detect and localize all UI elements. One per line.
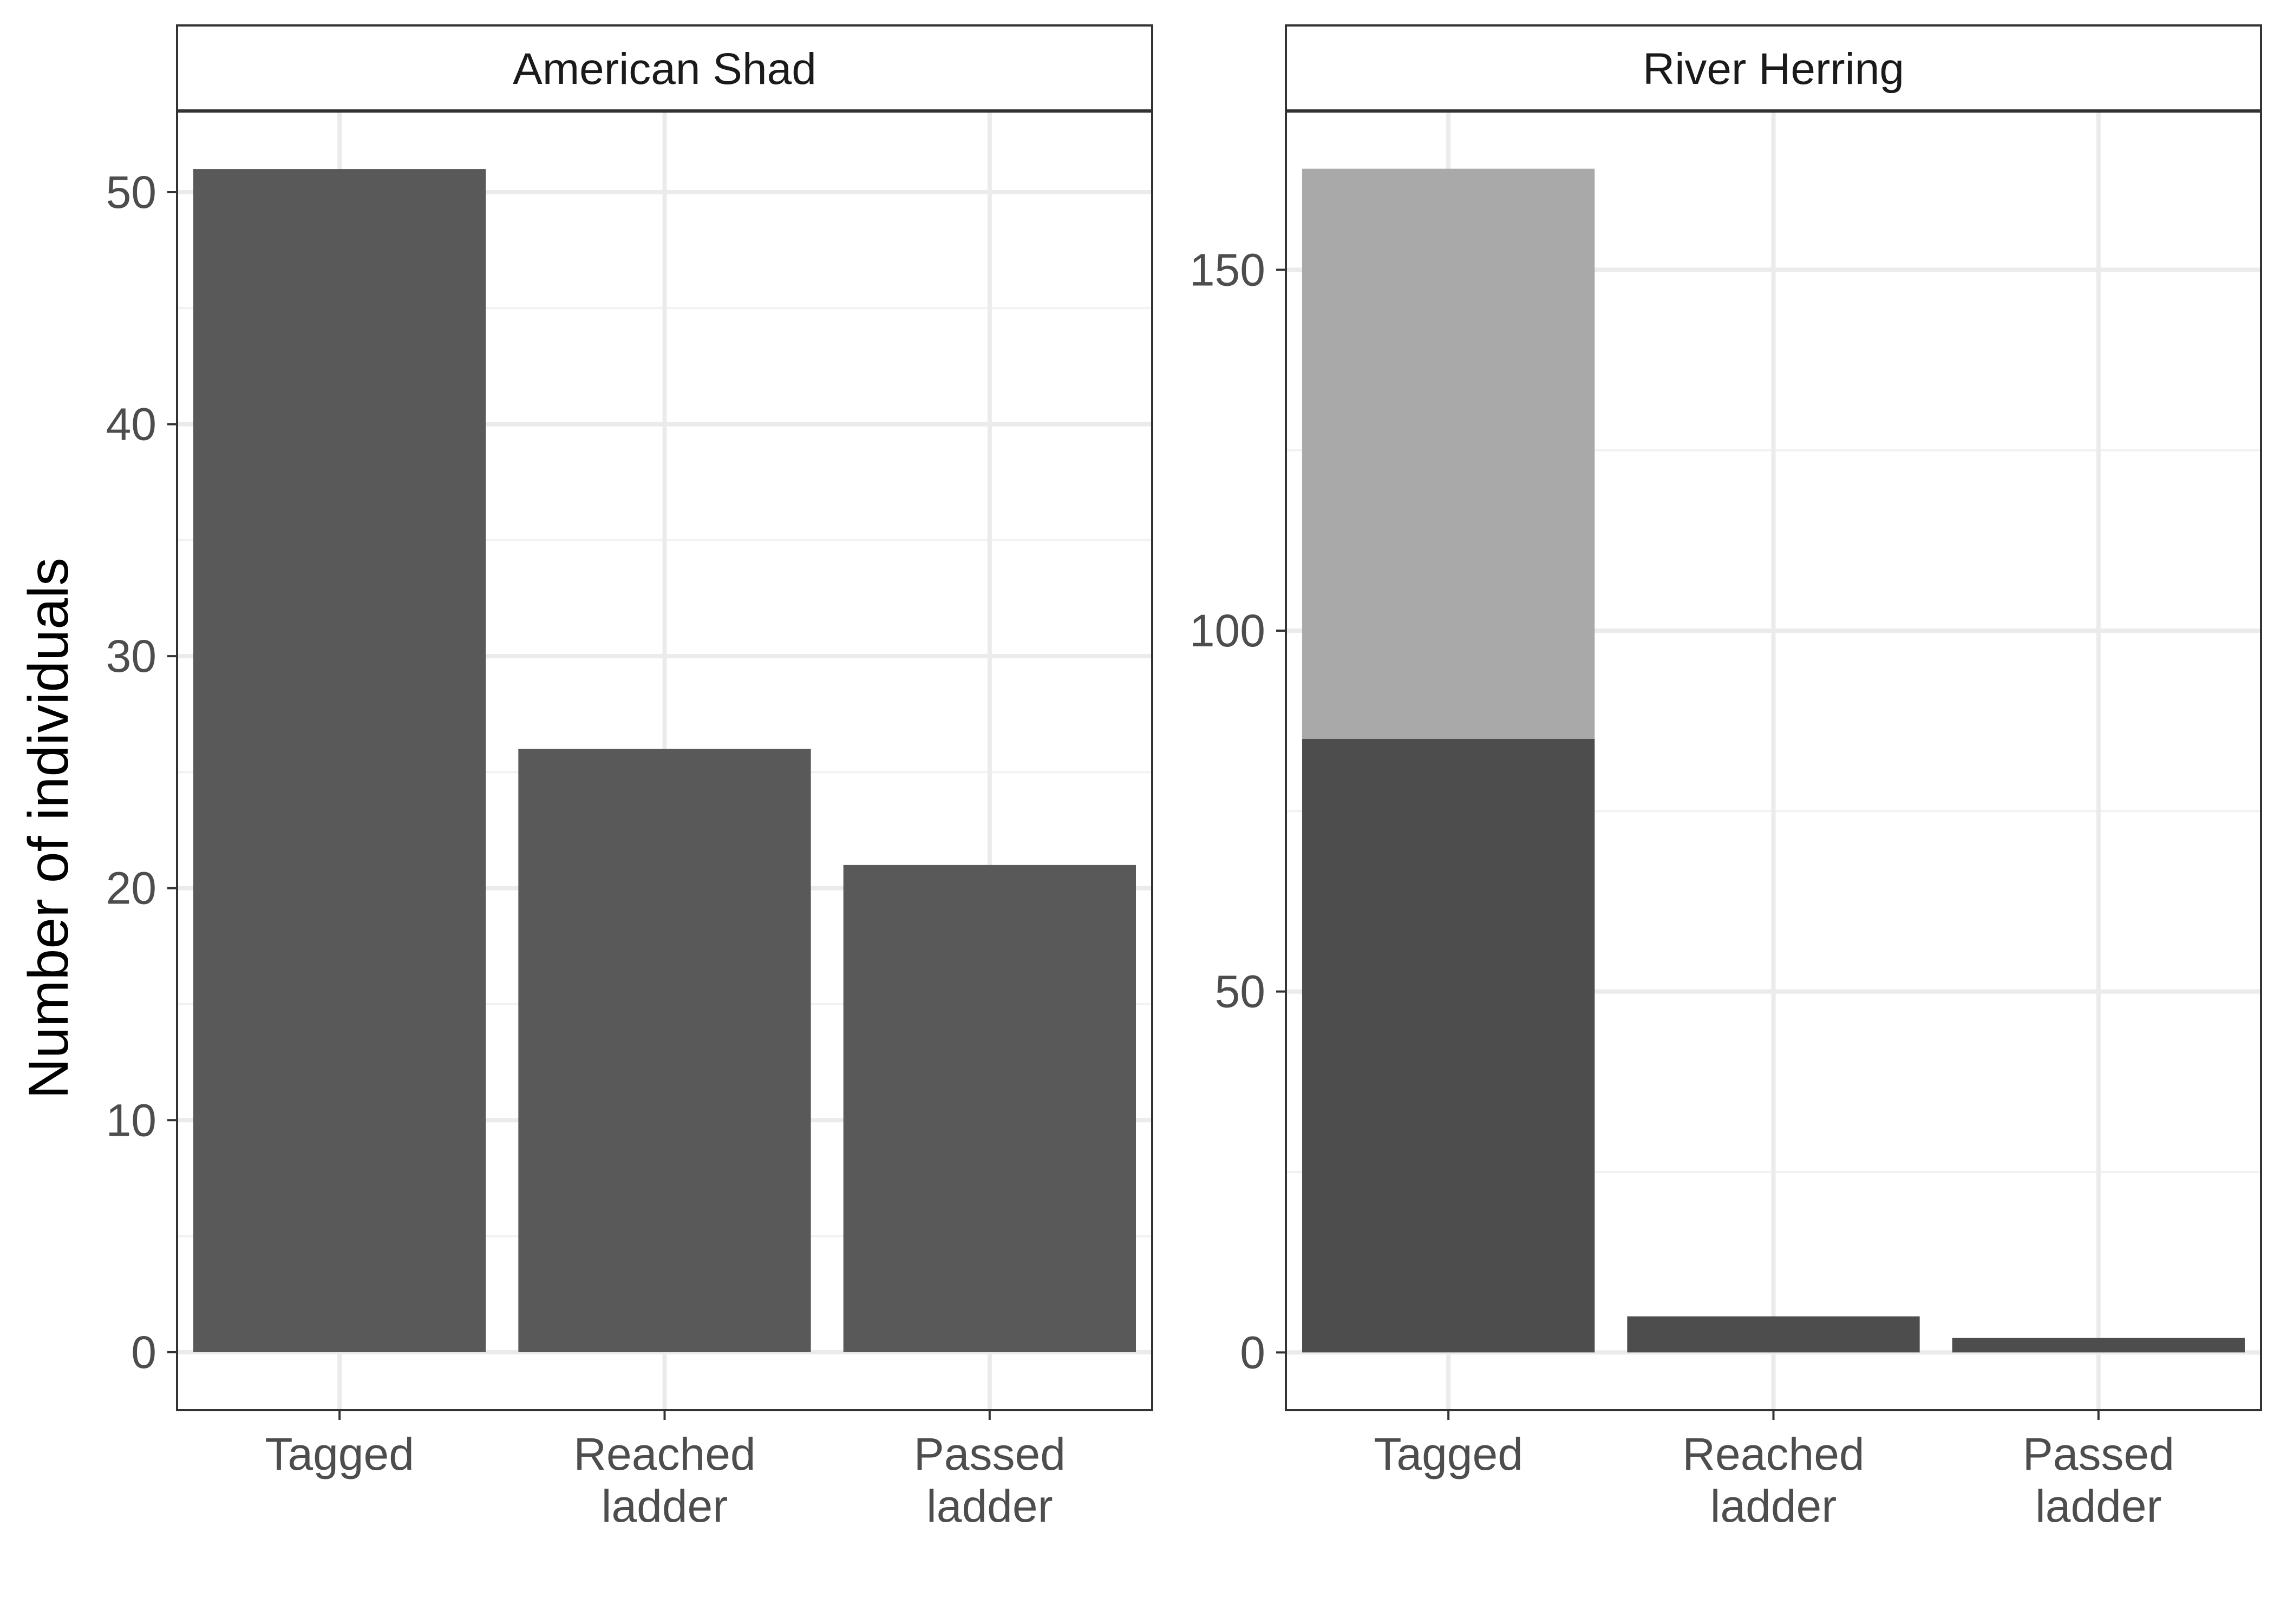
panel-1-y-tick-label-50: 50	[106, 167, 156, 218]
panel-1-x-tick-label-2-line-1: Reached	[573, 1429, 755, 1479]
panel-1-strip	[176, 24, 1153, 112]
panel-2-y-tick-label-0: 0	[1240, 1327, 1265, 1378]
panel-2-x-tick-label-3-line-1: Passed	[2023, 1429, 2174, 1479]
panel-1-strip-title: American Shad	[513, 44, 816, 94]
panel-1-bar-1	[193, 169, 486, 1352]
panel-1-bar-3	[843, 865, 1136, 1352]
panel-1-x-tick-label-3-line-1: Passed	[914, 1429, 1066, 1479]
panel-2-x-tick-label-3: Passed ladder	[2023, 1429, 2174, 1531]
panel-1-x-tick-label-1: Tagged	[265, 1429, 414, 1479]
panel-2-strip	[1285, 24, 2262, 112]
panel-1-x-tick-label-2-line-2: ladder	[602, 1481, 728, 1531]
panel-1-y-tick-label-40: 40	[106, 399, 156, 450]
panel-1-x-tick-label-3: Passed ladder	[914, 1429, 1066, 1531]
panel-2-y-tick-label-100: 100	[1190, 605, 1265, 656]
panel-1-x-tick-label-3-line-2: ladder	[926, 1481, 1053, 1531]
panel-1-x-tick-label-1-line-1: Tagged	[265, 1429, 414, 1479]
panel-1-y-tick-label-30: 30	[106, 631, 156, 682]
panel-2-x-tick-label-2: Reached ladder	[1682, 1429, 1864, 1531]
panel-2-x-tick-label-1: Tagged	[1374, 1429, 1523, 1479]
panel-2-x-tick-label-2-line-2: ladder	[1710, 1481, 1837, 1531]
panel-2-x-tick-label-2-line-1: Reached	[1682, 1429, 1864, 1479]
panel-2-y-tick-label-50: 50	[1215, 966, 1265, 1017]
panel-2-x-tick-label-3-line-2: ladder	[2035, 1481, 2162, 1531]
panel-1-y-tick-label-10: 10	[106, 1095, 156, 1145]
panel-2-strip-title: River Herring	[1643, 44, 1904, 94]
panel-2-bar-1-segment-2	[1302, 168, 1595, 739]
panel-2-bar-2-segment-1	[1627, 1316, 1920, 1353]
panel-2-x-tick-label-1-line-1: Tagged	[1374, 1429, 1523, 1479]
panel-1-bar-2	[518, 749, 811, 1352]
panel-2-bar-3-segment-1	[1952, 1338, 2245, 1353]
panel-2-bar-1-segment-1	[1302, 739, 1595, 1353]
panel-1-y-tick-label-0: 0	[131, 1327, 156, 1378]
y-axis-title: Number of individuals	[17, 558, 80, 1099]
panel-1-y-tick-label-20: 20	[106, 863, 156, 914]
panel-1-x-tick-label-2: Reached ladder	[573, 1429, 755, 1531]
panel-2-y-tick-label-150: 150	[1190, 244, 1265, 295]
